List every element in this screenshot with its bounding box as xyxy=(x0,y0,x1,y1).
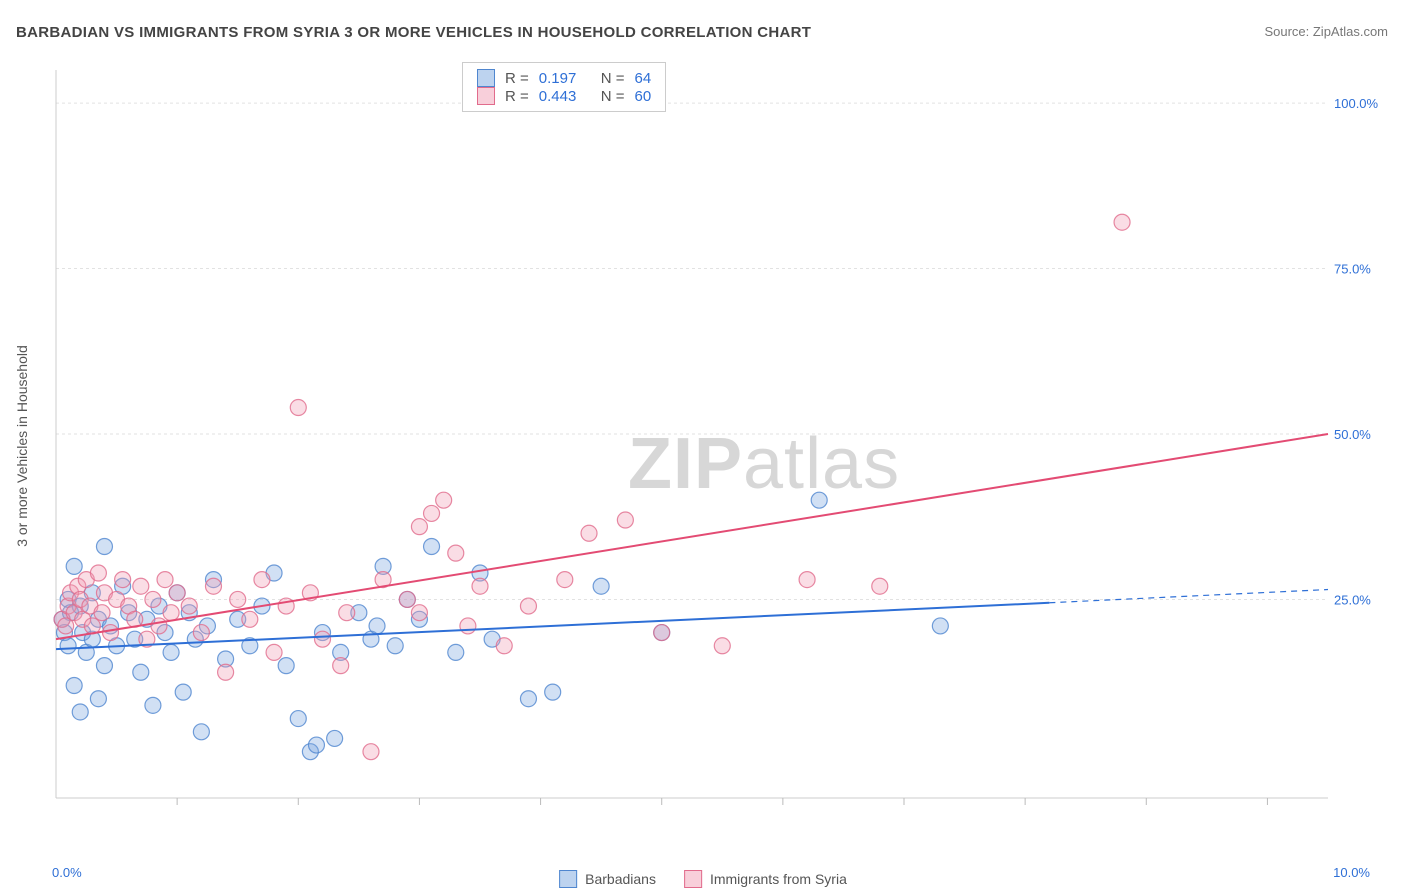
svg-text:100.0%: 100.0% xyxy=(1334,96,1379,111)
axis-tick-label: 0.0% xyxy=(52,865,82,880)
y-axis-label: 3 or more Vehicles in Household xyxy=(14,345,30,547)
chart-title: BARBADIAN VS IMMIGRANTS FROM SYRIA 3 OR … xyxy=(16,24,811,41)
svg-text:50.0%: 50.0% xyxy=(1334,427,1371,442)
svg-text:ZIPatlas: ZIPatlas xyxy=(628,424,900,504)
legend-item: Immigrants from Syria xyxy=(684,870,847,888)
chart-area: 25.0% 50.0% 75.0% 100.0% ZIPatlas xyxy=(48,58,1388,838)
axis-tick-label: 10.0% xyxy=(1333,865,1370,880)
svg-text:75.0%: 75.0% xyxy=(1334,262,1371,277)
correlation-legend: R =0.197N =64R =0.443N =60 xyxy=(462,62,666,112)
svg-text:25.0%: 25.0% xyxy=(1334,592,1371,607)
series-legend: Barbadians Immigrants from Syria xyxy=(559,870,847,888)
legend-item: Barbadians xyxy=(559,870,656,888)
source-attribution: Source: ZipAtlas.com xyxy=(1264,24,1388,39)
scatter-chart-svg: 25.0% 50.0% 75.0% 100.0% ZIPatlas xyxy=(48,58,1388,838)
